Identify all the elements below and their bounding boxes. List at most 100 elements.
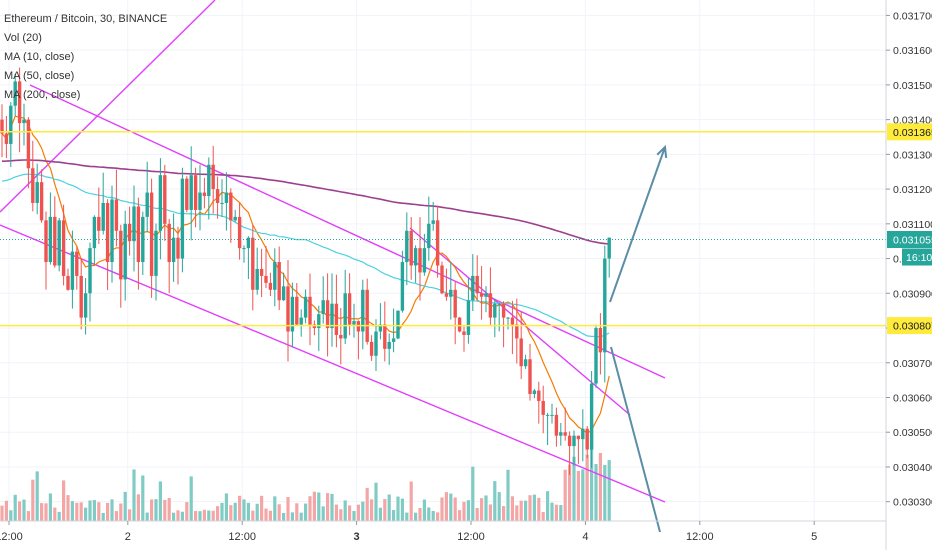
volume-bar xyxy=(422,499,426,521)
candle-body xyxy=(163,175,167,224)
volume-bar xyxy=(568,464,572,521)
volume-bar xyxy=(475,507,479,521)
candle-body xyxy=(180,178,185,259)
candle-body xyxy=(9,105,13,144)
candle-body xyxy=(189,175,193,210)
moving-average-layer xyxy=(1,115,610,435)
time-tick-label: 12:00 xyxy=(457,531,485,543)
level-high-badge: 0.031365 xyxy=(887,123,932,141)
volume-bar xyxy=(141,475,145,521)
candle-body xyxy=(132,206,136,242)
volume-bar xyxy=(207,510,211,521)
arrow-up-projection[interactable] xyxy=(609,146,666,303)
candle-body xyxy=(70,251,75,290)
time-tick-label: 5 xyxy=(811,531,817,543)
volume-bar xyxy=(594,464,598,521)
candle-body xyxy=(4,133,9,144)
volume-bar xyxy=(84,507,88,521)
volume-bar xyxy=(541,512,545,521)
volume-bar xyxy=(312,491,316,521)
volume-bar xyxy=(154,499,158,521)
candle-body xyxy=(537,390,541,401)
candle-body xyxy=(471,275,475,301)
volume-bar xyxy=(330,493,334,521)
candle-body xyxy=(207,164,211,197)
trendline xyxy=(409,227,631,416)
candle-body xyxy=(325,300,330,329)
candle-body xyxy=(215,189,220,203)
volume-bar xyxy=(185,502,189,521)
candle-body xyxy=(515,324,519,339)
last-price-badge-bg xyxy=(887,231,932,248)
volume-bar xyxy=(136,494,140,521)
candle-body xyxy=(493,303,497,318)
volume-bar xyxy=(290,512,294,521)
volume-bar xyxy=(418,508,422,521)
candle-body xyxy=(277,262,281,301)
volume-bar xyxy=(22,499,26,521)
candle-body xyxy=(26,119,31,169)
levels-layer xyxy=(0,131,886,327)
volume-bar xyxy=(233,502,237,521)
candle-body xyxy=(88,248,92,294)
candle-body xyxy=(273,262,277,290)
candle-body xyxy=(83,293,88,318)
candle-body xyxy=(479,293,484,297)
volume-layer xyxy=(0,426,611,521)
volume-bar xyxy=(260,495,264,521)
volume-bar xyxy=(128,509,132,521)
candle-body xyxy=(413,248,418,266)
volume-bar xyxy=(176,510,180,521)
volume-bar xyxy=(268,510,272,521)
candle-body xyxy=(427,223,431,249)
volume-bar xyxy=(537,497,541,521)
candle-body xyxy=(0,119,4,134)
volume-bar xyxy=(515,505,519,521)
candle-body xyxy=(127,223,132,242)
candle-body xyxy=(211,164,215,190)
legend-volume: Vol (20) xyxy=(4,32,42,44)
candle-body xyxy=(343,293,347,339)
candle-body xyxy=(53,216,57,266)
candle-body xyxy=(185,178,189,210)
candle-body xyxy=(321,300,325,315)
price-axis[interactable]: 0.0317000.0316000.0315000.0314000.031300… xyxy=(885,0,932,550)
volume-bar xyxy=(66,495,70,521)
volume-bar xyxy=(462,501,466,521)
candle-body xyxy=(75,251,79,276)
candle-body xyxy=(198,192,202,210)
volume-bar xyxy=(13,494,17,521)
candle-body xyxy=(31,168,35,203)
volume-bar xyxy=(453,497,457,521)
volume-bar xyxy=(304,503,308,521)
candle-body xyxy=(17,81,22,124)
arrow-down-projection[interactable] xyxy=(610,346,661,533)
candle-body xyxy=(541,400,545,415)
volume-bar xyxy=(383,499,387,521)
volume-bar xyxy=(444,492,448,521)
candle-body xyxy=(563,432,567,436)
candle-body xyxy=(431,220,435,224)
volume-bar xyxy=(348,505,352,521)
candle-body xyxy=(224,192,229,203)
time-tick-labels: 12:00 2 12:00 3 12:00 4 12:00 5 xyxy=(0,521,817,543)
volume-bar xyxy=(374,482,378,521)
volume-bar xyxy=(282,512,286,521)
candle-body xyxy=(233,216,237,221)
volume-bar xyxy=(132,469,136,521)
level-high-badge-bg xyxy=(887,123,932,141)
candle-body xyxy=(449,289,453,297)
volume-bar xyxy=(110,499,114,521)
candle-body xyxy=(193,175,198,210)
candle-body xyxy=(141,216,145,263)
volume-bar xyxy=(295,503,299,521)
time-axis[interactable]: 12:00 2 12:00 3 12:00 4 12:00 5 xyxy=(0,520,886,543)
candle-body xyxy=(506,317,510,319)
time-tick-label: 2 xyxy=(125,531,131,543)
time-tick-label: 4 xyxy=(582,531,588,543)
